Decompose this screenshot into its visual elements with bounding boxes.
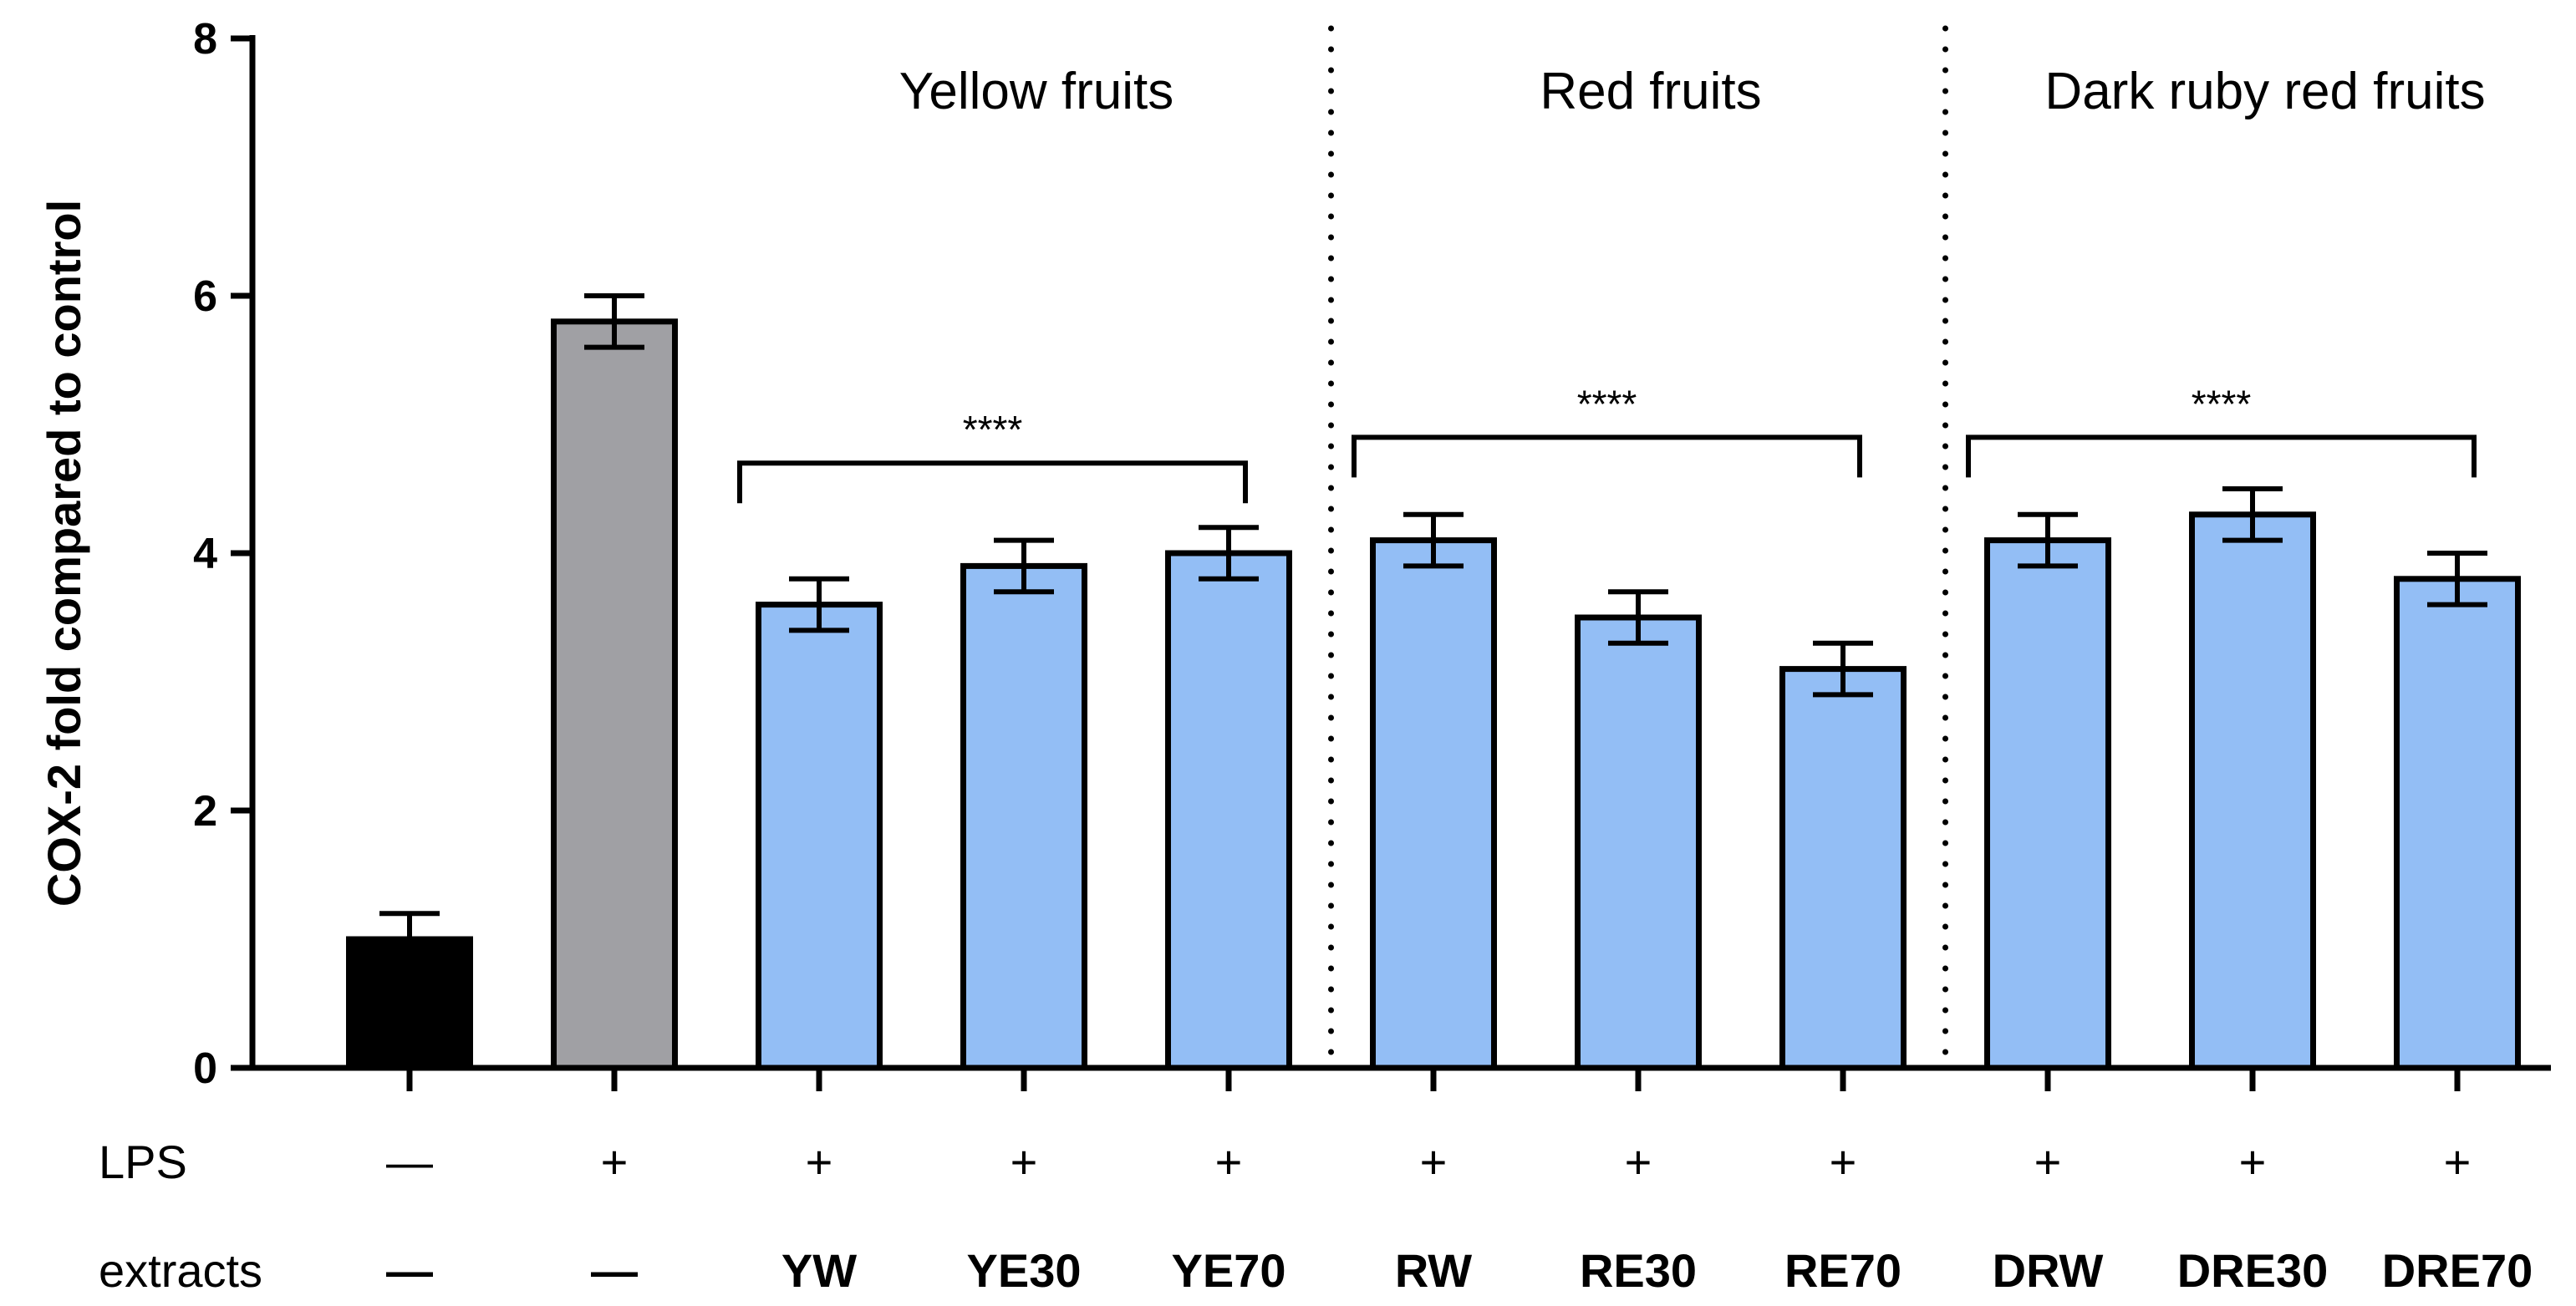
row-value: DRE30: [2177, 1244, 2329, 1297]
row-value: YE30: [967, 1244, 1082, 1297]
row-value: YE70: [1172, 1244, 1286, 1297]
row-value: +: [601, 1136, 629, 1188]
row-value: +: [1420, 1136, 1448, 1188]
row-value: DRE70: [2382, 1244, 2533, 1297]
axes: 0 2 4 6 8 COX-2 fold compared to control: [38, 15, 2551, 1093]
y-tick-label: 8: [193, 15, 217, 64]
row-value: —: [386, 1136, 433, 1188]
significance-label: ****: [1577, 382, 1637, 425]
bar: [2189, 511, 2316, 1071]
significance-bracket: [1966, 434, 2477, 478]
y-axis-title: COX-2 fold compared to control: [38, 200, 90, 907]
row-value: +: [2444, 1136, 2472, 1188]
row-value: +: [806, 1136, 833, 1188]
row-value: DRW: [1993, 1244, 2104, 1297]
y-tick-label: 4: [193, 530, 217, 578]
bar: [960, 562, 1087, 1071]
bar: [1779, 666, 1907, 1071]
row-label: LPS: [99, 1136, 187, 1188]
significance-bracket: [737, 460, 1248, 504]
y-tick-label: 6: [193, 272, 217, 321]
bar: [2394, 576, 2521, 1071]
bars: [346, 293, 2521, 1071]
row-value: RE30: [1580, 1244, 1697, 1297]
condition-rows: LPS — + + + + + + + + + + extracts — — YW YE30 YE70 RW RE30…: [99, 1136, 2533, 1297]
row-value: RE70: [1784, 1244, 1901, 1297]
group-title: Dark ruby red fruits: [2044, 63, 2485, 120]
row-value: +: [1011, 1136, 1038, 1188]
row-value: +: [1215, 1136, 1243, 1188]
row-value: YW: [781, 1244, 857, 1297]
annotations: **** Yellow fruits **** Red fruits **** Dark …: [737, 25, 2486, 1065]
significance-bracket: [1352, 434, 1862, 478]
row-value: +: [1830, 1136, 1857, 1188]
y-tick-label: 2: [193, 787, 217, 836]
bar: [1370, 537, 1497, 1071]
bar: [1575, 614, 1702, 1071]
row-value: +: [2239, 1136, 2267, 1188]
row-value: +: [1625, 1136, 1652, 1188]
bar: [1984, 537, 2111, 1071]
group-title: Red fruits: [1540, 63, 1761, 120]
row-value: +: [2034, 1136, 2062, 1188]
row-value: —: [386, 1244, 433, 1297]
bar: [756, 602, 883, 1071]
row-value: RW: [1395, 1244, 1472, 1297]
row-value: —: [591, 1244, 638, 1297]
significance-label: ****: [963, 408, 1023, 451]
y-tick-label: 0: [193, 1044, 217, 1093]
bar: [1165, 550, 1292, 1071]
bar: [551, 318, 678, 1071]
row-label: extracts: [99, 1244, 262, 1297]
significance-label: ****: [2192, 382, 2252, 425]
group-title: Yellow fruits: [899, 63, 1174, 120]
